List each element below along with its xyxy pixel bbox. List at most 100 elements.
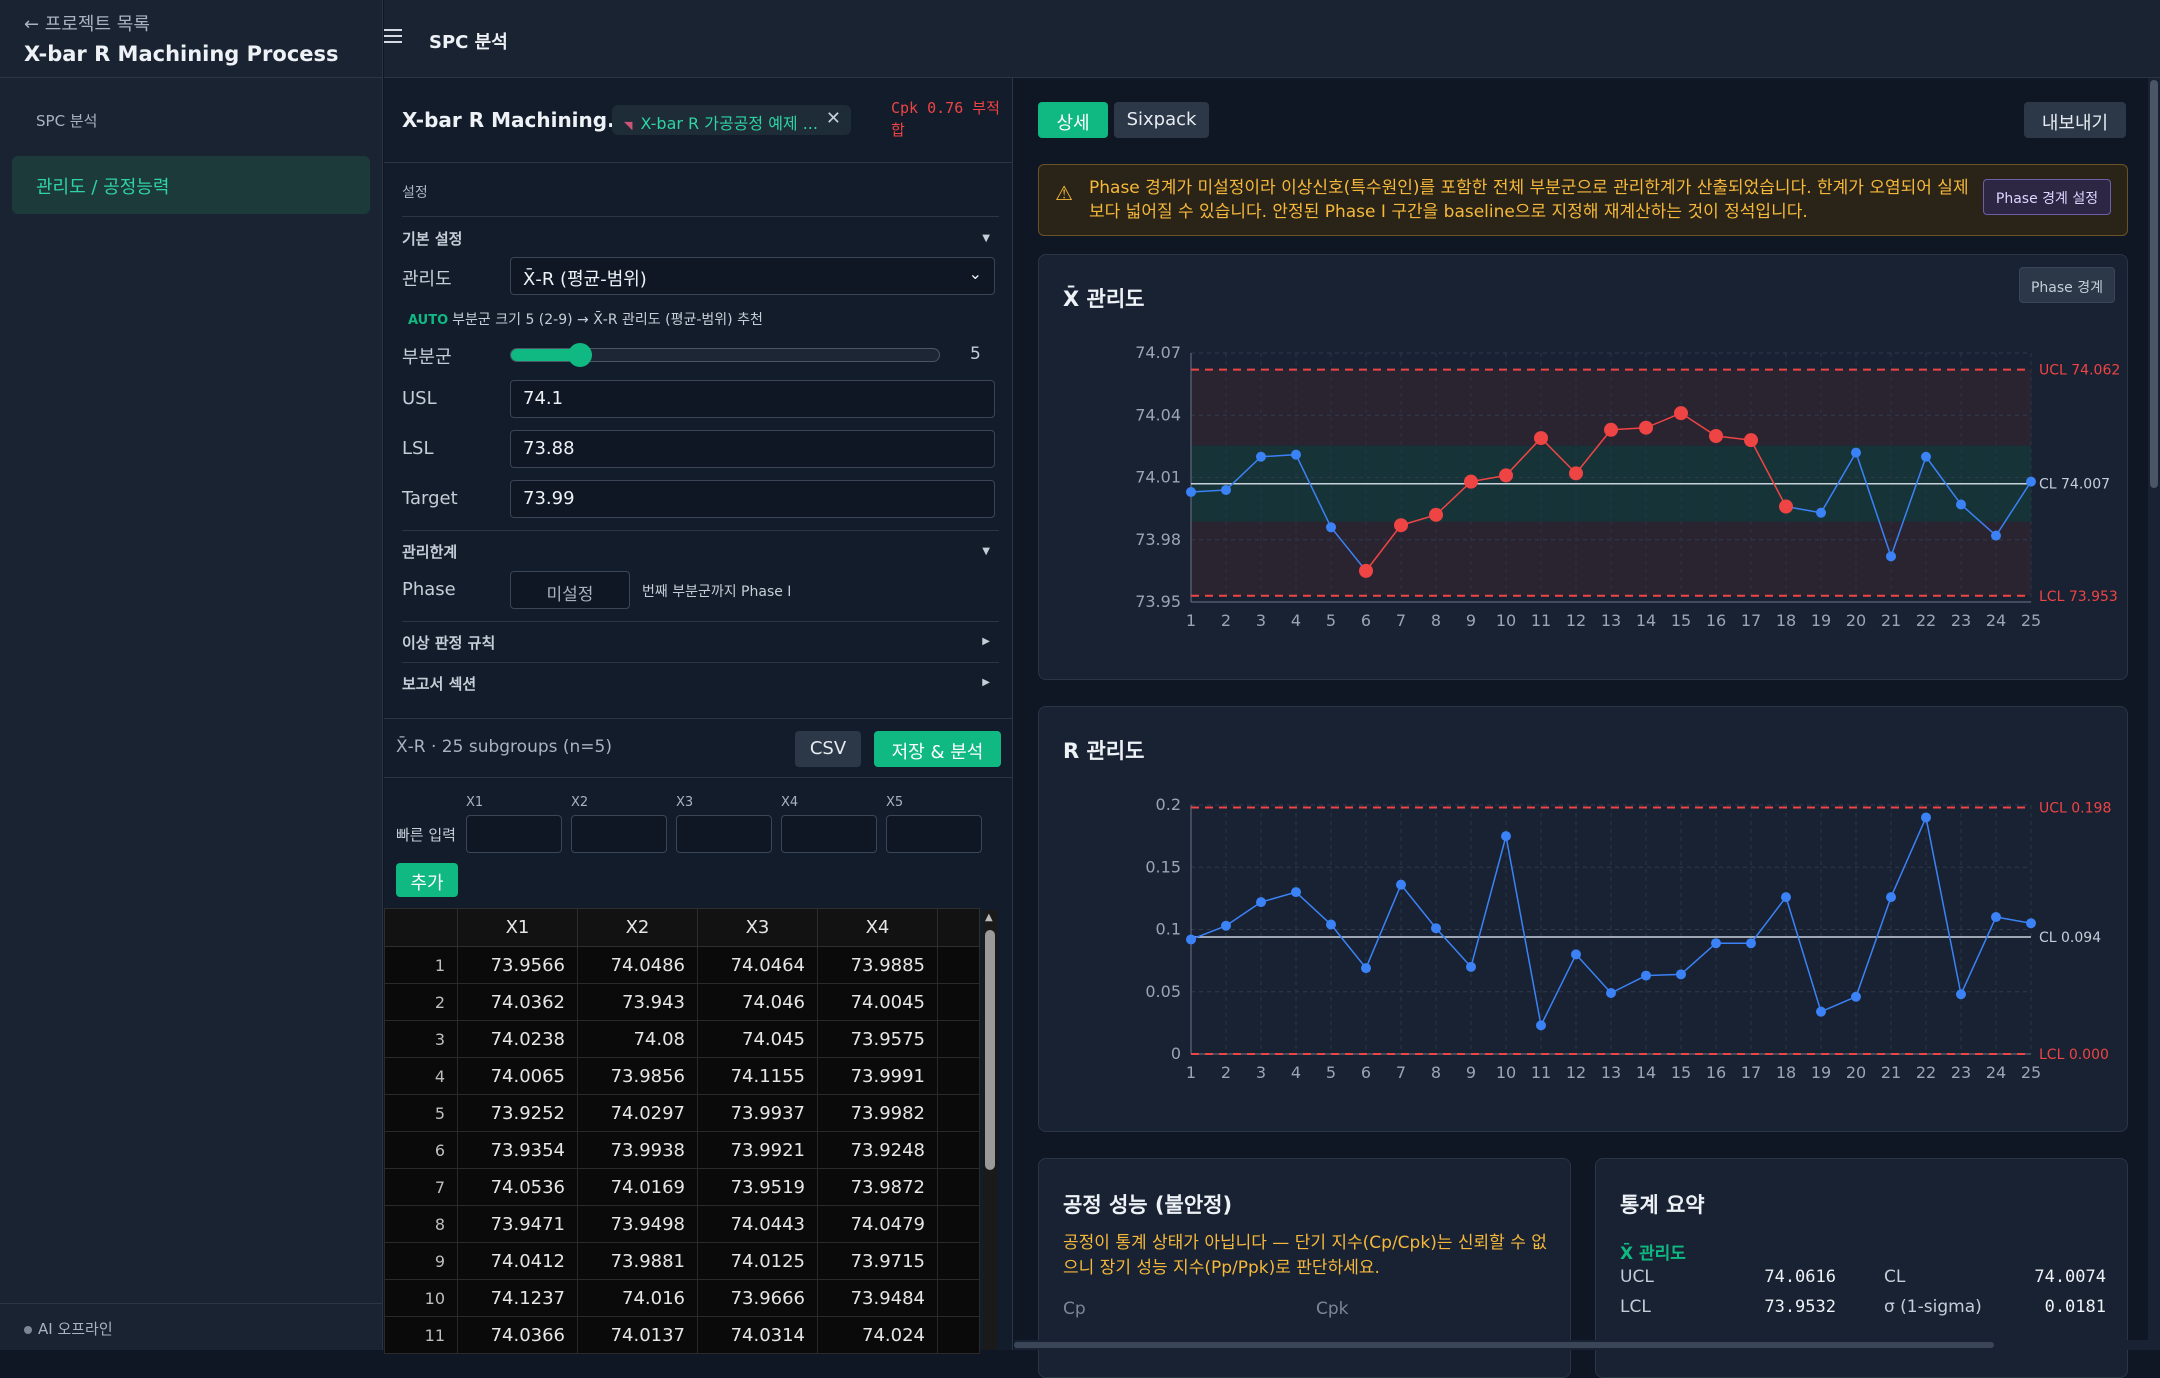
target-input[interactable]: 73.99 [510,480,995,518]
out-of-control-point [1569,466,1583,481]
quick-input-x1[interactable] [466,815,562,853]
table-cell[interactable]: 74.0464 [697,946,818,984]
table-cell[interactable]: 73.9921 [697,1131,818,1169]
dataset-chip[interactable]: ◥ X-bar R 가공공정 예제 ... ✕ [612,105,851,135]
data-point [1571,949,1581,960]
table-cell[interactable]: 73.9566 [457,946,578,984]
cl-value: 74.0074 [2034,1267,2106,1287]
table-cell[interactable]: 73.9937 [697,1094,818,1132]
back-to-projects-link[interactable]: ← 프로젝트 목록 [24,14,150,35]
table-cell[interactable]: 74.045 [697,1020,818,1058]
table-cell[interactable]: 73.9885 [817,946,938,984]
table-cell[interactable]: 74.1155 [697,1057,818,1095]
column-header[interactable]: X1 [457,908,578,947]
table-cell[interactable]: 74.0443 [697,1205,818,1243]
table-cell[interactable]: 73.943 [577,983,698,1021]
table-cell[interactable]: 74.0486 [577,946,698,984]
table-cell[interactable]: 74.024 [817,1316,938,1354]
table-cell[interactable]: 74.0412 [457,1242,578,1280]
scrollbar-thumb[interactable] [1014,1342,1994,1348]
subgroup-slider[interactable] [510,343,940,367]
add-row-button[interactable]: 추가 [396,863,458,897]
table-cell[interactable]: 74.046 [697,983,818,1021]
page-scrollbar[interactable] [2148,78,2160,1350]
table-cell[interactable]: 73.9248 [817,1131,938,1169]
table-cell[interactable]: 73.9354 [457,1131,578,1169]
caret-right-icon[interactable]: ▶ [982,677,990,688]
caret-right-icon[interactable]: ▶ [982,636,990,647]
report-section-toggle[interactable]: 보고서 섹션 [402,675,477,693]
table-cell[interactable]: 73.9856 [577,1057,698,1095]
table-cell[interactable]: 73.9938 [577,1131,698,1169]
table-cell[interactable]: 74.0065 [457,1057,578,1095]
caret-down-icon[interactable]: ▼ [982,233,990,244]
table-cell[interactable]: 74.08 [577,1020,698,1058]
export-button[interactable]: 내보내기 [2024,102,2126,138]
tab-detail[interactable]: 상세 [1038,102,1108,138]
slider-thumb[interactable] [567,343,592,367]
phase-boundary-button[interactable]: Phase 경계 설정 [1983,179,2111,215]
table-cell[interactable]: 74.0169 [577,1168,698,1206]
basic-settings-toggle[interactable]: 기본 설정 [402,230,463,248]
lsl-input[interactable]: 73.88 [510,430,995,468]
sigma-value: 0.0181 [2044,1297,2106,1317]
table-cell[interactable]: 74.0137 [577,1316,698,1354]
quick-field-label: X1 [466,795,484,810]
chart-type-select[interactable]: X̄-R (평균-범위) ⌄ [510,257,995,295]
rules-toggle[interactable]: 이상 판정 규칙 [402,634,496,652]
column-header[interactable]: X2 [577,908,698,947]
table-row: 10 74.1237 74.016 73.9666 73.9484 [384,1279,980,1317]
phase-boundary-small-button[interactable]: Phase 경계 [2019,267,2115,303]
row-index-cell: 1 [384,946,458,984]
save-analyze-button[interactable]: 저장 & 분석 [874,731,1001,767]
table-cell[interactable]: 74.0238 [457,1020,578,1058]
table-cell[interactable]: 74.0297 [577,1094,698,1132]
table-cell[interactable]: 73.9982 [817,1094,938,1132]
horizontal-scrollbar[interactable] [1014,1340,2148,1350]
table-scrollbar[interactable]: ▲ [983,910,997,1350]
quick-field-label: X2 [571,795,589,810]
table-cell[interactable]: 74.0366 [457,1316,578,1354]
table-cell[interactable]: 74.0479 [817,1205,938,1243]
table-cell[interactable]: 73.9991 [817,1057,938,1095]
sidebar-item-control-chart[interactable]: 관리도 / 공정능력 [12,156,370,214]
caret-down-icon[interactable]: ▼ [982,546,990,557]
hamburger-icon[interactable] [384,22,406,53]
scrollbar-thumb[interactable] [985,930,995,1170]
table-cell[interactable]: 74.0125 [697,1242,818,1280]
table-cell[interactable]: 73.9872 [817,1168,938,1206]
quick-input-x3[interactable] [676,815,772,853]
scroll-up-icon[interactable]: ▲ [985,912,993,923]
x-tick-label: 22 [1916,1063,1936,1082]
tab-sixpack[interactable]: Sixpack [1114,102,1209,138]
table-cell[interactable]: 74.0536 [457,1168,578,1206]
table-cell[interactable]: 73.9575 [817,1020,938,1058]
table-cell[interactable]: 73.9498 [577,1205,698,1243]
control-limits-toggle[interactable]: 관리한계 [402,543,458,561]
table-cell[interactable]: 74.0045 [817,983,938,1021]
table-cell[interactable]: 73.9252 [457,1094,578,1132]
table-cell[interactable]: 74.0362 [457,983,578,1021]
phase-input[interactable]: 미설정 [510,571,630,609]
phase-label: Phase [402,579,456,600]
ai-status: AI 오프라인 [24,1318,113,1339]
quick-input-x2[interactable] [571,815,667,853]
scrollbar-thumb[interactable] [2150,80,2158,488]
column-header[interactable]: X4 [817,908,938,947]
table-cell[interactable]: 74.1237 [457,1279,578,1317]
table-cell[interactable]: 73.9484 [817,1279,938,1317]
table-cell[interactable]: 73.9471 [457,1205,578,1243]
usl-input[interactable]: 74.1 [510,380,995,418]
quick-input-x4[interactable] [781,815,877,853]
csv-button[interactable]: CSV [795,731,861,767]
table-cell[interactable]: 74.0314 [697,1316,818,1354]
close-icon[interactable]: ✕ [825,108,841,129]
table-cell[interactable]: 73.9715 [817,1242,938,1280]
table-cell[interactable]: 74.016 [577,1279,698,1317]
table-cell[interactable]: 73.9666 [697,1279,818,1317]
column-header[interactable]: X3 [697,908,818,947]
table-cell[interactable]: 73.9881 [577,1242,698,1280]
x-tick-label: 22 [1916,611,1936,630]
quick-input-x5[interactable] [886,815,982,853]
table-cell[interactable]: 73.9519 [697,1168,818,1206]
